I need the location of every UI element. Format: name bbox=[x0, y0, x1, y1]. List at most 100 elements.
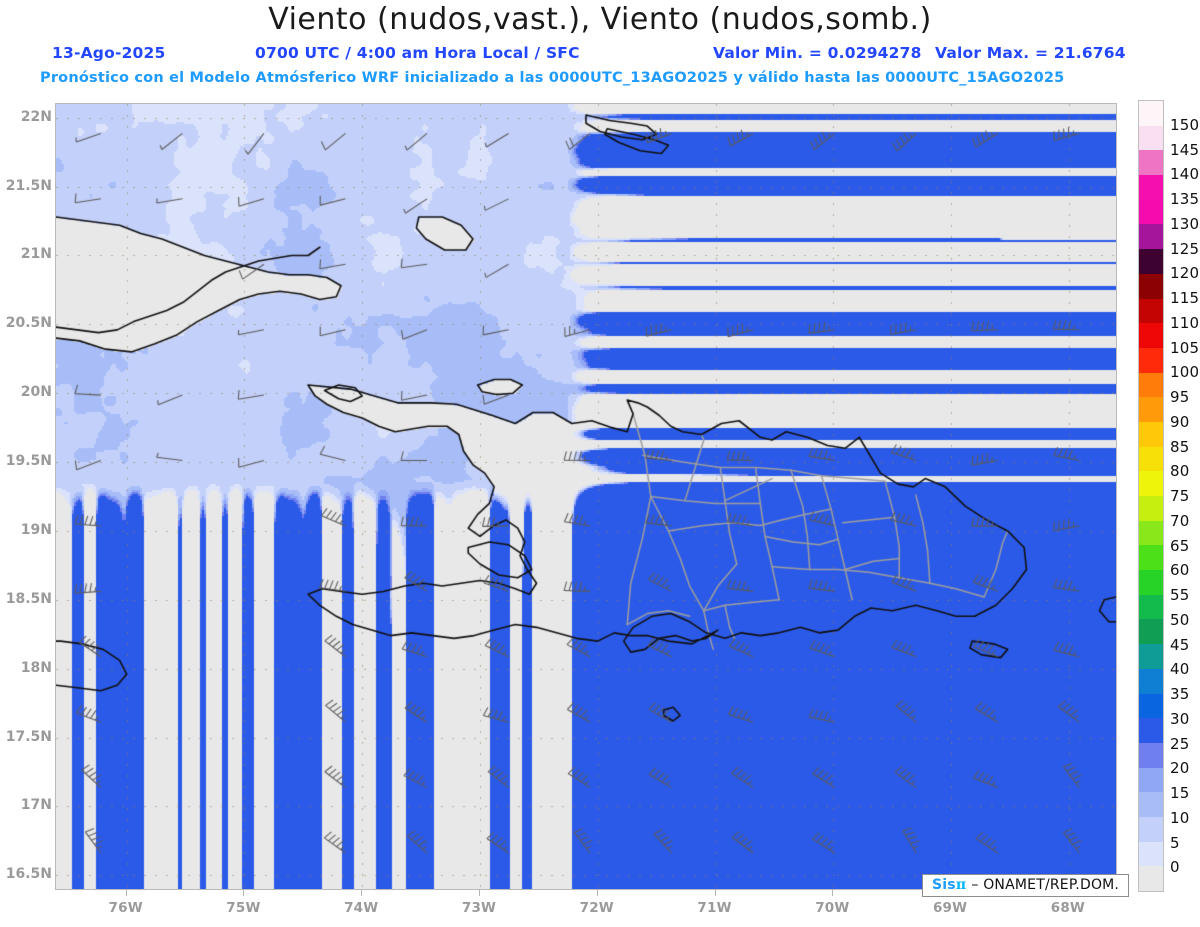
colorbar-segment bbox=[1139, 249, 1163, 274]
watermark-org-text: – ONAMET/REP.DOM. bbox=[971, 877, 1120, 893]
forecast-date: 13-Ago-2025 bbox=[52, 44, 166, 62]
y-axis-tick-label: 18N bbox=[20, 659, 52, 676]
colorbar-tick-label: 70 bbox=[1170, 511, 1190, 530]
colorbar-tick-label: 75 bbox=[1170, 487, 1190, 505]
colorbar-tick-label: 65 bbox=[1170, 536, 1190, 555]
colorbar-segment bbox=[1139, 718, 1163, 743]
x-axis-tick-mark bbox=[714, 889, 716, 896]
colorbar-tick-label: 60 bbox=[1170, 561, 1190, 580]
colorbar-segment bbox=[1139, 224, 1163, 250]
model-info-line: Pronóstico con el Modelo Atmósferico WRF… bbox=[40, 70, 1065, 86]
colorbar-tick-label: 110 bbox=[1170, 313, 1200, 332]
x-axis-tick-label: 76W bbox=[108, 900, 143, 916]
value-min-label: Valor Min. = 0.0294278 bbox=[713, 44, 922, 62]
colorbar-segment bbox=[1139, 594, 1163, 620]
colorbar-segment bbox=[1139, 792, 1163, 817]
y-axis-tick-label: 18.5N bbox=[5, 590, 52, 607]
x-axis-tick-label: 74W bbox=[344, 900, 379, 916]
page-title: Viento (nudos,vast.), Viento (nudos,somb… bbox=[268, 2, 932, 37]
y-axis-tick-label: 19.5N bbox=[5, 453, 52, 470]
colorbar-segment bbox=[1139, 421, 1163, 447]
colorbar-segment bbox=[1139, 199, 1163, 225]
colorbar-tick-label: 40 bbox=[1170, 660, 1190, 679]
colorbar-segment bbox=[1139, 397, 1163, 422]
x-axis-tick-label: 75W bbox=[226, 900, 261, 916]
y-axis-tick-label: 21.5N bbox=[5, 177, 52, 194]
colorbar-tick-label: 90 bbox=[1170, 412, 1190, 431]
colorbar-tick-label: 35 bbox=[1170, 685, 1190, 703]
colorbar-segment bbox=[1139, 372, 1163, 398]
colorbar-segment bbox=[1139, 570, 1163, 595]
colorbar-segment bbox=[1139, 742, 1163, 768]
watermark-sispi: Sisπ – ONAMET/REP.DOM. bbox=[922, 874, 1130, 898]
watermark-sis-text: Sis bbox=[932, 877, 956, 893]
colorbar-segment bbox=[1139, 125, 1163, 151]
colorbar-segment bbox=[1139, 668, 1163, 694]
chart-header: Viento (nudos,vast.), Viento (nudos,somb… bbox=[0, 0, 1200, 95]
colorbar-tick-label: 5 bbox=[1170, 833, 1180, 852]
forecast-time-line: 0700 UTC / 4:00 am Hora Local / SFC bbox=[255, 44, 580, 62]
colorbar-tick-label: 115 bbox=[1170, 289, 1200, 307]
colorbar-tick-label: 135 bbox=[1170, 190, 1200, 208]
map-plot-area[interactable] bbox=[55, 103, 1117, 890]
colorbar-tick-label: 10 bbox=[1170, 808, 1190, 827]
colorbar-tick-label: 120 bbox=[1170, 264, 1200, 283]
y-axis-tick-label: 17N bbox=[20, 797, 52, 814]
colorbar-segment bbox=[1139, 323, 1163, 348]
y-axis-tick-label: 16.5N bbox=[5, 866, 52, 883]
colorbar-tick-label: 45 bbox=[1170, 635, 1190, 654]
watermark-pi-icon: π bbox=[955, 877, 967, 893]
colorbar-tick-label: 80 bbox=[1170, 462, 1190, 481]
y-axis-tick-label: 22N bbox=[20, 108, 52, 125]
x-axis-tick-label: 71W bbox=[697, 900, 732, 916]
colorbar-tick-label: 30 bbox=[1170, 709, 1190, 728]
colorbar-segment bbox=[1139, 446, 1163, 472]
x-axis-tick-mark bbox=[479, 889, 480, 896]
colorbar-segment bbox=[1139, 520, 1163, 546]
x-axis-tick-mark bbox=[596, 889, 598, 896]
colorbar-tick-label: 105 bbox=[1170, 338, 1200, 357]
y-axis-tick-label: 20N bbox=[20, 384, 52, 401]
x-axis-tick-label: 73W bbox=[461, 900, 497, 916]
colorbar-segment bbox=[1139, 298, 1163, 324]
y-axis-tick-label: 20.5N bbox=[5, 315, 52, 332]
value-max-label: Valor Max. = 21.6764 bbox=[935, 44, 1126, 62]
colorbar-segment bbox=[1139, 150, 1163, 176]
x-axis-tick-label: 69W bbox=[932, 900, 968, 916]
x-axis-tick-mark bbox=[243, 889, 245, 896]
colorbar-segment bbox=[1139, 496, 1163, 521]
x-axis-tick-label: 68W bbox=[1050, 900, 1086, 916]
colorbar-tick-label: 15 bbox=[1170, 784, 1190, 802]
colorbar-tick-label: 100 bbox=[1170, 363, 1200, 382]
colorbar-tick-label: 95 bbox=[1170, 388, 1190, 406]
colorbar-tick-label: 140 bbox=[1170, 165, 1200, 184]
x-axis-tick-label: 70W bbox=[815, 900, 850, 916]
colorbar-tick-label: 150 bbox=[1170, 115, 1200, 134]
y-axis-tick-label: 17.5N bbox=[5, 728, 52, 745]
colorbar-segment bbox=[1139, 273, 1163, 299]
colorbar-tick-label: 145 bbox=[1170, 140, 1200, 159]
colorbar-legend[interactable]: 0 5 10 15 20 25 30 35 40 45 50 55 60 65 70 75 80 85 90 95 10… bbox=[1138, 100, 1200, 892]
colorbar-segment bbox=[1139, 347, 1163, 373]
colorbar-segment bbox=[1139, 471, 1163, 496]
colorbar-segment bbox=[1139, 545, 1163, 571]
colorbar-tick-label: 25 bbox=[1170, 734, 1190, 753]
colorbar-tick-label: 85 bbox=[1170, 437, 1190, 456]
colorbar-tick-label: 0 bbox=[1170, 858, 1180, 877]
colorbar-segment bbox=[1139, 767, 1163, 793]
colorbar-segment bbox=[1139, 816, 1163, 842]
colorbar-tick-label: 125 bbox=[1170, 239, 1200, 258]
colorbar-segment bbox=[1139, 175, 1163, 200]
colorbar-segment bbox=[1139, 644, 1163, 669]
y-axis-tick-label: 21N bbox=[20, 246, 52, 263]
colorbar-tick-label: 130 bbox=[1170, 214, 1200, 233]
colorbar-tick-label: 55 bbox=[1170, 586, 1190, 604]
colorbar-segment bbox=[1139, 693, 1163, 719]
x-axis-tick-mark bbox=[832, 889, 834, 896]
colorbar-gradient bbox=[1138, 100, 1164, 892]
x-axis-tick-mark bbox=[125, 889, 127, 896]
colorbar-tick-label: 50 bbox=[1170, 610, 1190, 629]
y-axis-tick-label: 19N bbox=[20, 521, 52, 538]
colorbar-segment bbox=[1139, 101, 1163, 126]
x-axis-tick-mark bbox=[361, 889, 363, 896]
